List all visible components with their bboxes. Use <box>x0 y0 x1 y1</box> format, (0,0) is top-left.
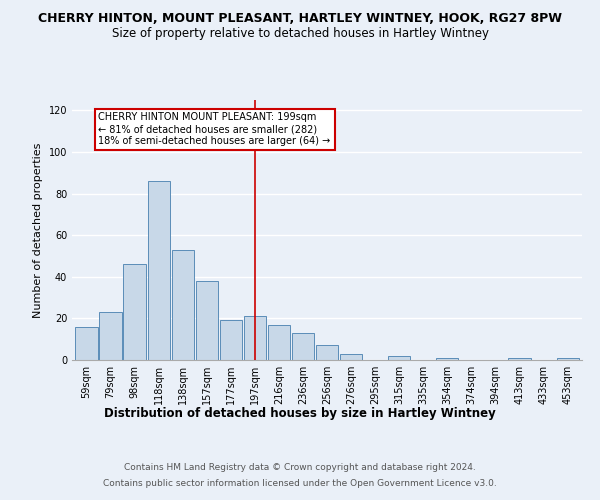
Bar <box>172 250 194 360</box>
Bar <box>557 358 578 360</box>
Bar <box>508 358 530 360</box>
Text: Contains public sector information licensed under the Open Government Licence v3: Contains public sector information licen… <box>103 479 497 488</box>
Bar <box>268 324 290 360</box>
Text: Contains HM Land Registry data © Crown copyright and database right 2024.: Contains HM Land Registry data © Crown c… <box>124 462 476 471</box>
Bar <box>124 264 146 360</box>
Text: CHERRY HINTON MOUNT PLEASANT: 199sqm
← 81% of detached houses are smaller (282)
: CHERRY HINTON MOUNT PLEASANT: 199sqm ← 8… <box>98 112 331 146</box>
Bar <box>244 316 266 360</box>
Bar <box>292 333 314 360</box>
Bar <box>388 356 410 360</box>
Bar <box>220 320 242 360</box>
Text: Distribution of detached houses by size in Hartley Wintney: Distribution of detached houses by size … <box>104 408 496 420</box>
Bar <box>196 281 218 360</box>
Bar <box>340 354 362 360</box>
Text: CHERRY HINTON, MOUNT PLEASANT, HARTLEY WINTNEY, HOOK, RG27 8PW: CHERRY HINTON, MOUNT PLEASANT, HARTLEY W… <box>38 12 562 26</box>
Y-axis label: Number of detached properties: Number of detached properties <box>33 142 43 318</box>
Bar <box>100 312 122 360</box>
Text: Size of property relative to detached houses in Hartley Wintney: Size of property relative to detached ho… <box>112 28 488 40</box>
Bar <box>148 181 170 360</box>
Bar <box>76 326 98 360</box>
Bar <box>316 346 338 360</box>
Bar <box>436 358 458 360</box>
